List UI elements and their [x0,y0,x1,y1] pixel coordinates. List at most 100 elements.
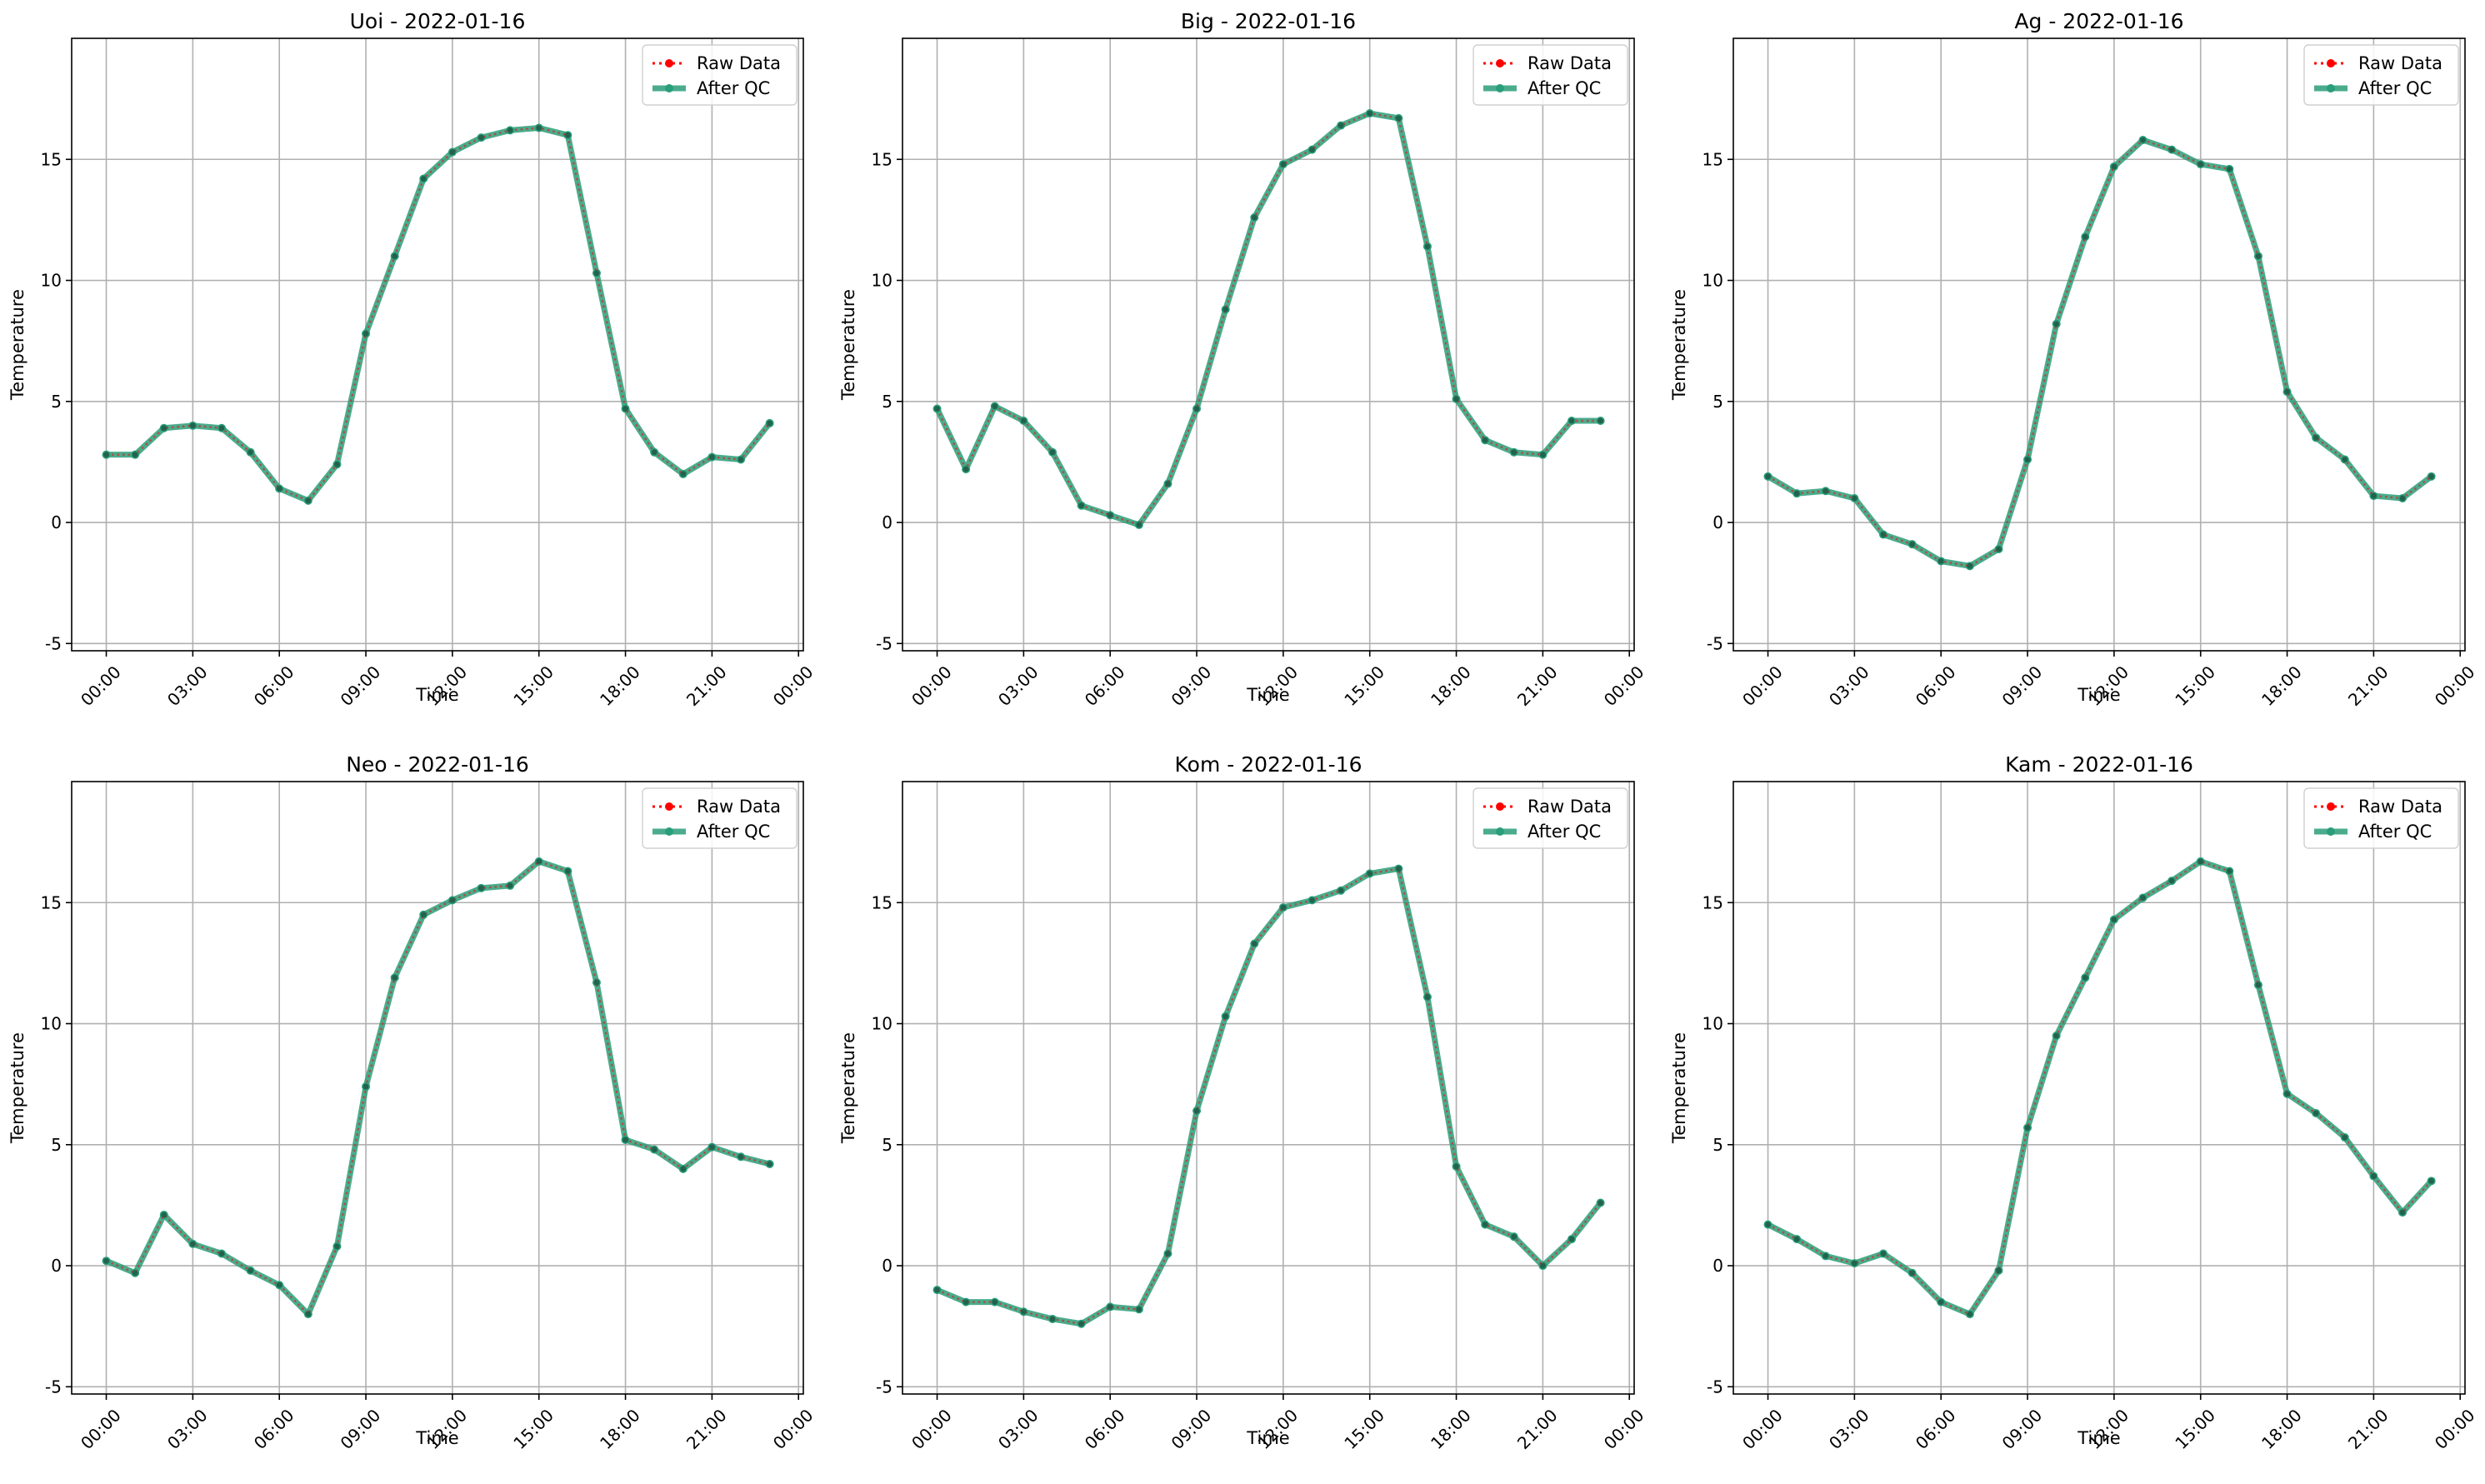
y-tick-label: 10 [1702,271,1723,291]
data-point-raw-data [420,912,427,918]
data-point-raw-data [2082,233,2088,240]
data-point-raw-data [1598,1200,1604,1206]
data-point-raw-data [2255,982,2262,988]
data-point-raw-data [1136,522,1142,528]
data-point-raw-data [2168,877,2175,884]
data-point-raw-data [1793,490,1800,497]
data-point-raw-data [1424,243,1431,250]
legend-label-after-qc: After QC [697,78,770,98]
data-point-raw-data [507,127,513,133]
data-point-raw-data [161,1212,168,1218]
data-point-raw-data [1539,452,1546,458]
subplot-1: 00:00 03:00 06:00 09:00 12:00 15:00 18:00 21:00… [8,9,818,710]
data-point-raw-data [708,454,715,460]
data-point-raw-data [132,452,138,458]
legend-marker-raw-data [665,802,673,811]
legend: Raw Data After QC [2303,44,2459,106]
y-tick-label: 0 [882,1256,892,1276]
data-point-raw-data [708,1144,715,1151]
x-tick-label: 03:00 [163,1405,212,1453]
data-point-raw-data [449,897,456,903]
y-axis-label: Temperature [8,289,28,401]
series-line-after-qc [105,858,771,1317]
data-point-raw-data [1880,532,1887,537]
data-point-raw-data [2284,1091,2290,1097]
data-point-raw-data [1938,1299,1944,1306]
data-point-raw-data [1222,306,1229,312]
y-tick-label: 10 [41,1014,62,1034]
y-axis-label: Temperature [1669,289,1689,401]
subplot-3: 00:00 03:00 06:00 09:00 12:00 15:00 18:00 21:00… [1669,9,2479,710]
x-tick-label: 18:00 [1427,1405,1475,1453]
grid [902,38,1634,651]
y-tick-label: 5 [51,392,62,412]
data-point-raw-data [2428,1177,2435,1184]
data-point-raw-data [1482,1222,1488,1228]
data-point-raw-data [1765,473,1771,480]
subplot-4: 00:00 03:00 06:00 09:00 12:00 15:00 18:00 21:00… [8,752,818,1453]
legend-marker-after-qc [2327,827,2335,836]
data-point-raw-data [1395,115,1402,122]
x-tick-label: 03:00 [163,662,212,710]
data-point-raw-data [738,1153,744,1160]
data-point-raw-data [1568,1236,1575,1242]
data-point-raw-data [2024,1125,2031,1131]
y-tick-label: 5 [882,1135,892,1155]
legend-label-raw-data: Raw Data [697,797,781,817]
series-line-after-qc [1766,137,2433,569]
data-point-raw-data [536,858,542,865]
data-point-raw-data [992,403,998,409]
legend-label-after-qc: After QC [697,822,770,842]
x-tick-label: 03:00 [994,1405,1042,1453]
x-tick-label: 18:00 [596,1405,644,1453]
series-line-raw-data [936,112,1601,527]
x-tick-label: 06:00 [1912,662,1960,710]
data-point-raw-data [507,882,513,889]
legend-label-after-qc: After QC [2358,78,2432,98]
data-point-raw-data [2226,166,2232,172]
data-point-raw-data [362,331,369,337]
series-raw-data [1765,137,2435,569]
data-point-raw-data [1078,1321,1084,1327]
data-point-raw-data [103,452,109,458]
x-tick-label: 00:00 [77,662,125,710]
axes-frame [1732,781,2466,1395]
data-point-raw-data [1107,1304,1113,1310]
x-tick-label: 00:00 [1738,1405,1787,1453]
x-tick-label: 18:00 [2258,1405,2306,1453]
data-point-raw-data [2226,868,2232,874]
y-tick-label: 15 [872,149,892,169]
data-point-raw-data [478,885,484,892]
series-after-qc [102,123,774,505]
x-tick-label: 18:00 [2258,662,2306,710]
data-point-raw-data [2198,161,2204,167]
x-axis-label: Time [1246,1428,1289,1448]
x-tick-label: 00:00 [908,1405,956,1453]
series-line-after-qc [934,110,1601,528]
data-point-raw-data [2198,858,2204,865]
data-point-raw-data [962,1299,969,1306]
y-tick-label: 0 [1712,1256,1723,1276]
x-tick-label: 09:00 [1998,1405,2047,1453]
data-point-raw-data [2111,917,2118,922]
data-point-raw-data [1851,495,1858,502]
data-point-raw-data [934,1287,940,1293]
data-point-raw-data [2053,321,2060,327]
axes-frame [902,37,1635,652]
x-tick-label: 00:00 [908,662,956,710]
x-tick-label: 15:00 [509,1405,558,1453]
x-tick-label: 06:00 [250,662,298,710]
chart-title: Ag - 2022-01-16 [2014,9,2183,33]
data-point-raw-data [1822,1253,1829,1259]
data-point-raw-data [536,125,542,131]
x-tick-label: 15:00 [1340,662,1388,710]
data-point-raw-data [1765,1222,1771,1228]
x-tick-label: 00:00 [77,1405,125,1453]
x-tick-label: 09:00 [1168,1405,1216,1453]
data-point-raw-data [962,466,969,472]
data-point-raw-data [1338,887,1344,894]
x-tick-label: 00:00 [1738,662,1787,710]
data-point-raw-data [449,149,456,155]
y-tick-label: -5 [876,633,892,653]
series-raw-data [103,858,773,1317]
